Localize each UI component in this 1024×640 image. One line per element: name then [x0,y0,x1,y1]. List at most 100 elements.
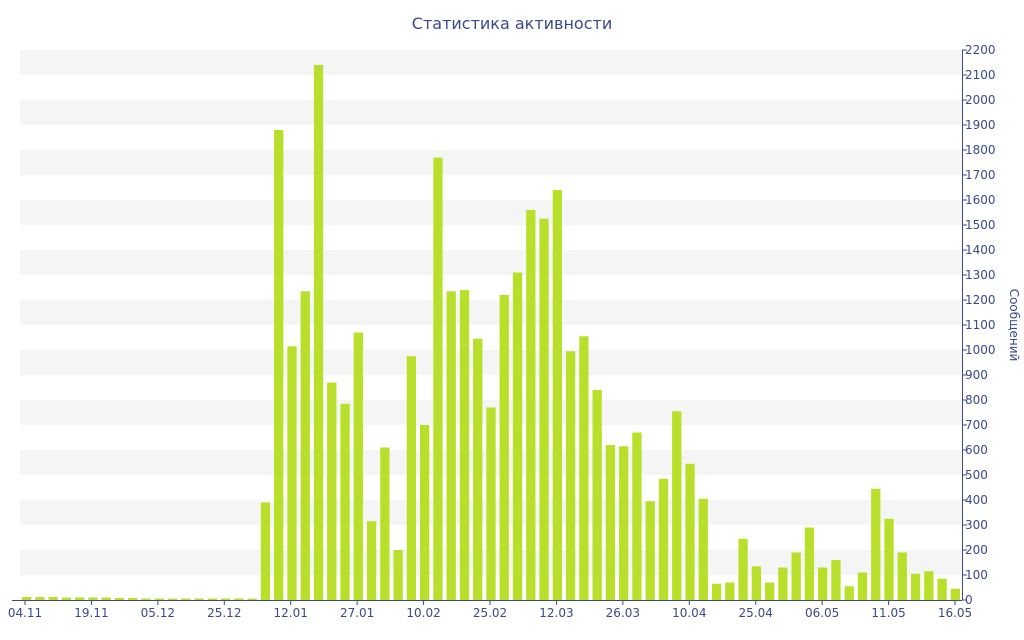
x-tick-label: 12.03 [539,606,573,620]
x-axis-ticks: 04.11 19.11 05.12 25.12 12.01 27.01 10.02 25.02… [8,600,972,620]
x-tick-label: 06.05 [805,606,839,620]
bar [300,291,310,600]
bar [645,501,655,600]
x-tick-label: 05.12 [141,606,175,620]
bar [459,290,470,600]
y-tick-label: 900 [965,368,988,382]
bar [61,597,72,600]
bar [114,598,125,600]
y-tick-label: 0 [965,593,973,607]
y-tick-label: 1500 [965,218,996,232]
y-tick-label: 1000 [965,343,996,357]
bar [539,218,549,600]
y-tick-label: 200 [965,543,988,557]
bar [685,463,695,600]
bar [897,552,907,600]
y-tick-label: 1100 [965,318,996,332]
bar [844,586,854,600]
y-tick-label: 600 [965,443,988,457]
y-tick-label: 500 [965,468,988,482]
bar [804,527,815,600]
y-tick-label: 400 [965,493,988,507]
y-tick-label: 1800 [965,143,996,157]
bar [751,566,761,600]
y-tick-label: 2000 [965,93,996,107]
bar [632,432,642,600]
bar [619,446,629,600]
y-tick-label: 1200 [965,293,996,307]
x-tick-label: 26.03 [606,606,640,620]
x-tick-label: 10.04 [672,606,706,620]
bar [35,597,45,600]
bar [327,382,337,600]
y-tick-label: 1900 [965,118,996,132]
bar [526,210,536,600]
bar [605,445,616,600]
bar [446,291,456,600]
y-tick-label: 2100 [965,68,996,82]
y-tick-label: 2200 [965,43,996,57]
bar [101,597,111,600]
bar [552,190,562,600]
bar [194,598,204,600]
bar [818,567,828,600]
bar [75,597,85,600]
bar [831,560,841,600]
bar [287,346,297,600]
bar [672,411,682,600]
grid-band [20,150,962,175]
bar [274,130,284,600]
bar [380,447,390,600]
y-tick-label: 1300 [965,268,996,282]
x-tick-label: 25.04 [739,606,773,620]
x-tick-label: 11.05 [871,606,905,620]
x-tick-label: 25.02 [473,606,507,620]
bar [738,538,748,600]
x-tick-label: 04.11 [8,606,42,620]
bar-series [21,65,961,600]
y-tick-label: 300 [965,518,988,532]
chart-title: Статистика активности [411,14,613,33]
bar [181,598,191,600]
bar [340,403,350,600]
bar [512,272,523,600]
y-tick-label: 1400 [965,243,996,257]
y-axis-title: Сообщений [1007,289,1021,362]
bar [579,336,589,600]
y-tick-label: 1700 [965,168,996,182]
bar [393,550,403,600]
bar [910,573,921,600]
bar [499,295,509,600]
x-tick-label: 12.01 [274,606,308,620]
grid-band [20,350,962,375]
bar [711,583,722,600]
bar [313,65,324,600]
bar [486,407,496,600]
bar [247,598,257,600]
bar [167,598,178,600]
grid-band [20,200,962,225]
bar [141,598,151,600]
bar [406,356,417,600]
bar [565,351,576,600]
bar [884,518,894,600]
bar [950,588,961,600]
bar [88,597,98,600]
bar [21,597,32,600]
y-tick-label: 1600 [965,193,996,207]
bar [366,521,377,600]
bar [791,552,801,600]
grid-band [20,50,962,75]
bar [764,582,775,600]
bar [260,502,271,600]
x-tick-label: 16.05 [938,606,972,620]
x-tick-label: 27.01 [340,606,374,620]
bar [592,390,602,600]
bar [924,571,934,600]
bar [778,567,788,600]
y-tick-label: 100 [965,568,988,582]
grid-band [20,300,962,325]
y-tick-label: 700 [965,418,988,432]
